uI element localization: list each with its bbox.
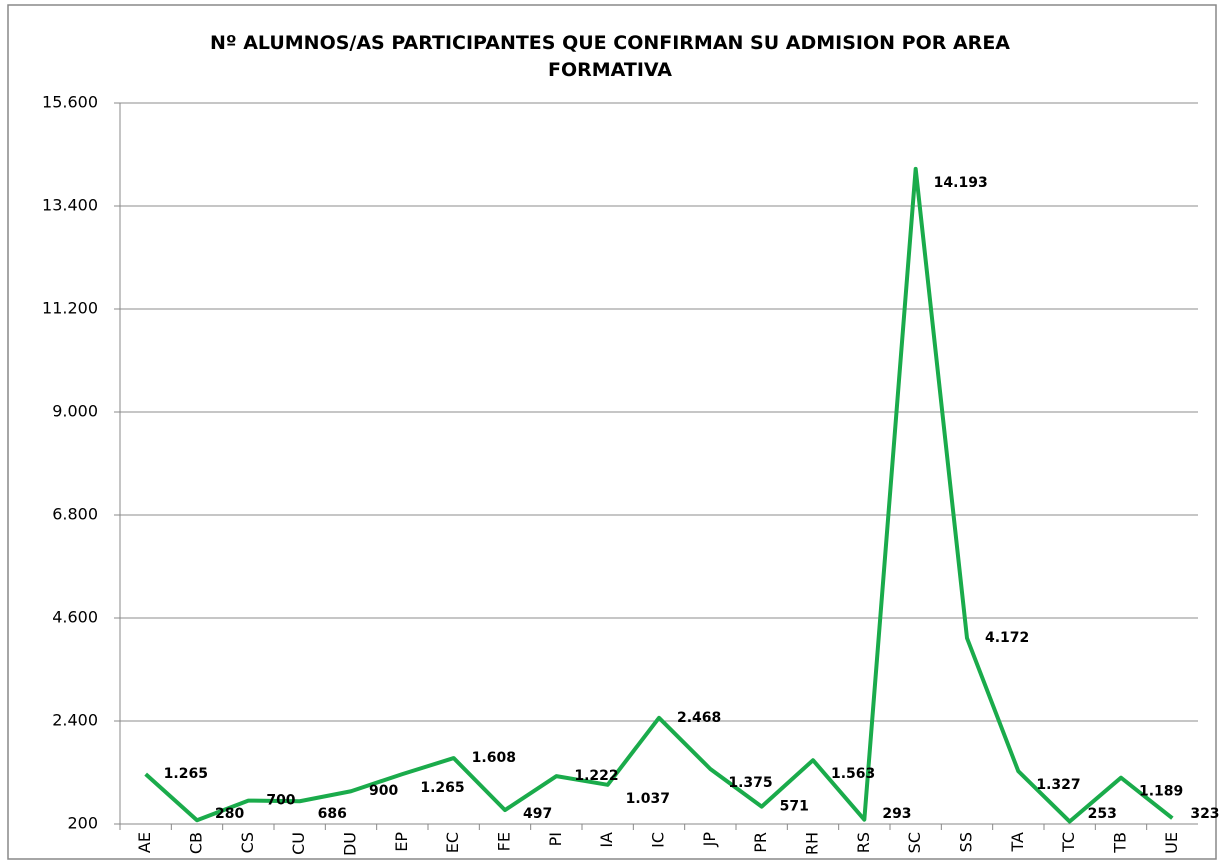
line-series xyxy=(144,166,1174,824)
x-tick-label: CU xyxy=(289,832,308,855)
data-label: 2.468 xyxy=(677,710,721,726)
x-tick-label: RH xyxy=(803,832,822,855)
x-tick-label: TB xyxy=(1111,832,1130,854)
x-tick-label: PR xyxy=(751,832,770,853)
x-tick-label: UE xyxy=(1162,832,1181,854)
data-label: 700 xyxy=(266,793,295,809)
data-label: 1.037 xyxy=(626,791,670,807)
x-tick-label: FE xyxy=(495,832,514,851)
x-tick-label: RS xyxy=(854,832,873,853)
y-tick-label: 200 xyxy=(67,814,98,833)
data-label: 1.375 xyxy=(728,775,772,791)
x-tick-label: TC xyxy=(1059,832,1078,853)
y-tick-label: 4.600 xyxy=(52,608,98,627)
y-tick-label: 13.400 xyxy=(42,196,98,215)
y-tick-label: 6.800 xyxy=(52,505,98,524)
data-label: 1.563 xyxy=(831,766,875,782)
x-tick-label: AE xyxy=(135,832,154,853)
x-tick-label: DU xyxy=(341,832,360,856)
chart-title: Nº ALUMNOS/AS PARTICIPANTES QUE CONFIRMA… xyxy=(209,32,1011,81)
data-label: 4.172 xyxy=(985,630,1029,646)
data-label: 253 xyxy=(1088,806,1117,822)
y-tick-label: 11.200 xyxy=(42,299,98,318)
y-tick-label: 9.000 xyxy=(52,402,98,421)
data-label: 1.608 xyxy=(472,750,516,766)
x-tick-label: JP xyxy=(700,832,719,848)
x-tick-label: EC xyxy=(443,832,462,853)
x-tick-label: CB xyxy=(187,832,206,854)
chart-border xyxy=(7,4,1217,860)
y-tick-label: 2.400 xyxy=(52,711,98,730)
x-tick-label: TA xyxy=(1008,832,1027,853)
data-label: 1.222 xyxy=(574,768,618,784)
x-tick-label: PI xyxy=(546,832,565,846)
data-label: 571 xyxy=(780,799,809,815)
data-label: 686 xyxy=(318,806,347,822)
data-label: 1.265 xyxy=(420,780,464,796)
x-tick-label: CS xyxy=(238,832,257,853)
x-tick-label: IA xyxy=(597,832,616,848)
data-label: 1.265 xyxy=(164,766,208,782)
x-tick-label: EP xyxy=(392,832,411,852)
data-label: 900 xyxy=(369,783,398,799)
data-label: 280 xyxy=(215,806,244,822)
data-label: 1.327 xyxy=(1036,777,1080,793)
data-label: 497 xyxy=(523,806,552,822)
x-tick-label: SS xyxy=(957,832,976,852)
data-label: 14.193 xyxy=(934,175,988,191)
data-label: 293 xyxy=(882,806,911,822)
x-tick-label: IC xyxy=(649,832,668,848)
y-tick-label: 15.600 xyxy=(42,93,98,112)
data-label: 323 xyxy=(1190,806,1219,822)
data-label: 1.189 xyxy=(1139,784,1183,800)
x-tick-label: SC xyxy=(905,832,924,853)
